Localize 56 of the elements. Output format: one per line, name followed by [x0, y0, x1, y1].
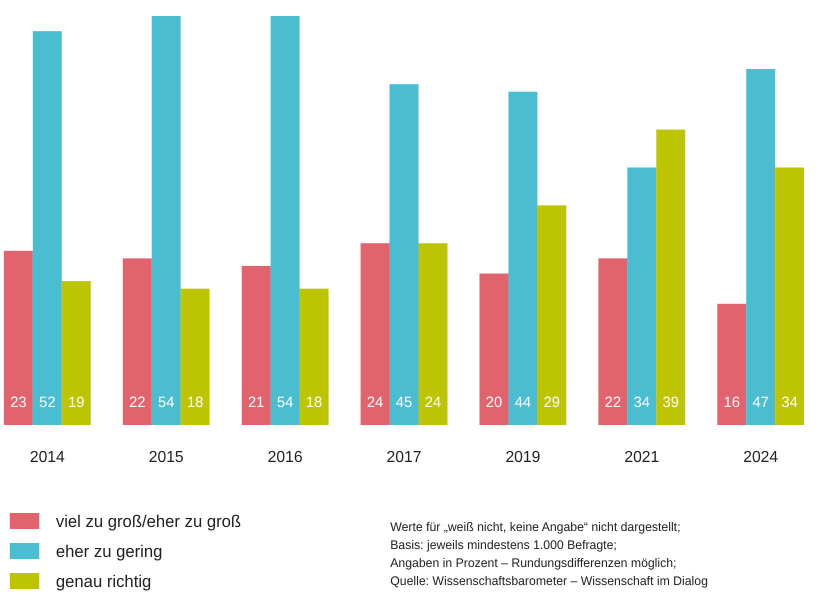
x-tick-label: 2024	[743, 448, 778, 466]
data-label: 54	[158, 394, 174, 412]
legend-label: genau richtig	[56, 572, 152, 592]
legend-label: eher zu gering	[56, 542, 162, 562]
data-label: 54	[276, 394, 294, 412]
data-label: 16	[724, 394, 740, 412]
bar	[390, 84, 418, 425]
bar	[300, 288, 329, 425]
bar	[508, 92, 538, 425]
bar	[598, 258, 628, 425]
bar	[152, 16, 181, 425]
x-tick-label: 2021	[624, 448, 660, 466]
bar	[746, 69, 776, 425]
x-tick-label: 2019	[505, 448, 541, 466]
x-tick-label: 2014	[30, 448, 65, 466]
source-note: Quelle: Wissenschaftsbarometer – Wissenschaft im Dialog	[390, 574, 708, 588]
data-label: 23	[10, 394, 27, 412]
data-label: 20	[486, 394, 502, 412]
bar	[537, 205, 566, 425]
text: Basis: jeweils mindestens 1.000 Befragte;	[390, 538, 617, 552]
data-label: 18	[306, 394, 322, 412]
data-label: 24	[366, 394, 384, 412]
bar	[62, 281, 91, 425]
x-tick-label: 2016	[268, 448, 303, 466]
bar	[480, 274, 508, 425]
data-label: 45	[396, 394, 412, 412]
text: Werte für „weiß nicht, keine Angabe“ nicht dargestellt;	[390, 520, 680, 534]
bar	[418, 243, 448, 425]
bar	[122, 258, 152, 425]
bar	[4, 250, 33, 425]
data-label: 22	[604, 394, 622, 412]
data-label: 19	[68, 394, 84, 412]
data-label: 18	[186, 394, 204, 412]
data-label: 22	[129, 394, 146, 412]
data-label: 34	[634, 394, 650, 412]
x-tick-label: 2017	[386, 448, 422, 466]
data-label: 24	[424, 394, 442, 412]
bar	[180, 288, 210, 425]
data-label: 34	[781, 394, 798, 412]
bar	[242, 266, 271, 425]
bar	[717, 304, 746, 425]
data-label: 39	[662, 394, 679, 412]
bar	[360, 243, 390, 425]
bar	[270, 16, 300, 425]
data-label: 47	[752, 394, 769, 412]
data-label: 44	[514, 394, 532, 412]
data-label: 29	[544, 394, 560, 412]
bar	[656, 130, 686, 425]
text: Angaben in Prozent – Rundungsdifferenzen möglich;	[390, 556, 676, 570]
data-label: 52	[39, 394, 56, 412]
x-tick-label: 2015	[148, 448, 184, 466]
legend-label: viel zu groß/eher zu groß	[56, 512, 242, 532]
bar	[32, 31, 62, 425]
bar	[775, 167, 804, 425]
data-label: 21	[248, 394, 264, 412]
bar	[627, 167, 656, 425]
